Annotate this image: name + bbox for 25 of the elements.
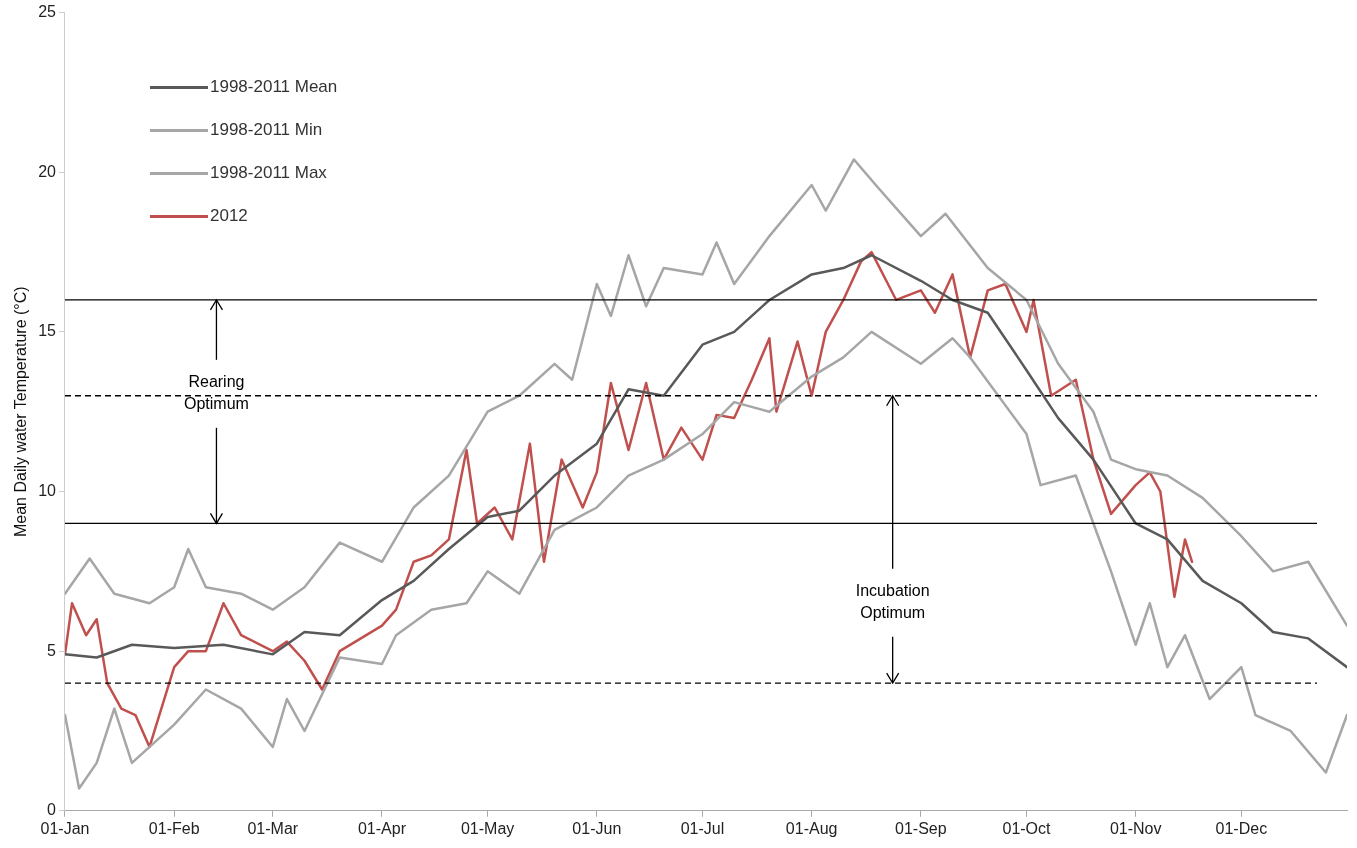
x-tick-label: 01-Apr [357,819,407,837]
y-tick-label: 15 [38,322,57,340]
y-axis-title: Mean Daily water Temperature (°C) [12,286,30,538]
x-tick-label: 01-Jan [40,819,90,837]
y-tick-label: 25 [38,3,57,21]
x-tick-label: 01-Sep [895,819,947,837]
y-tick-label: 10 [38,481,57,499]
y-tick-label: 0 [47,801,57,819]
legend-label: 1998-2011 Max [210,163,328,183]
legend-label: 1998-2011 Min [210,120,323,140]
x-tick-label: 01-Dec [1215,819,1268,837]
x-tick-label: 01-Jun [572,819,622,837]
annotation: Incubation Optimum [855,582,930,622]
x-tick-label: 01-Aug [785,819,838,837]
x-tick-label: 01-Jul [680,819,725,837]
x-tick-label: 01-Oct [1002,819,1052,837]
legend-label: 1998-2011 Mean [210,77,338,97]
x-tick-label: 01-May [460,819,515,837]
x-tick-label: 01-Nov [1109,819,1162,837]
x-tick-label: 01-Feb [148,819,200,837]
legend-label: 2012 [210,206,248,226]
annotation: Rearing Optimum [183,373,249,413]
y-tick-label: 5 [47,641,57,659]
y-tick-label: 20 [38,162,57,180]
x-tick-label: 01-Mar [247,819,299,837]
